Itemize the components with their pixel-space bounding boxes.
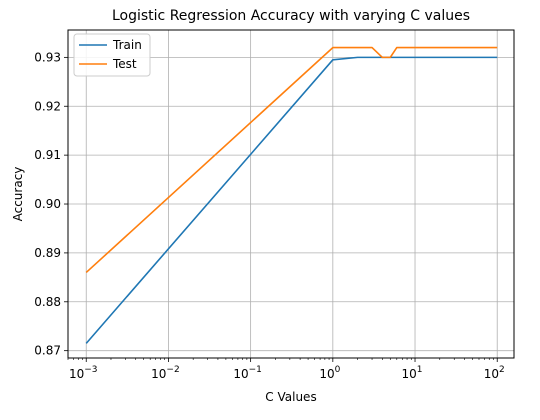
- y-tick-label: 0.90: [34, 197, 61, 211]
- y-tick-label: 0.92: [34, 99, 61, 113]
- y-tick-label: 0.88: [34, 295, 61, 309]
- y-tick-label: 0.89: [34, 246, 61, 260]
- y-axis-label: Accuracy: [11, 167, 25, 222]
- legend-label-train: Train: [112, 38, 142, 52]
- x-axis-label: C Values: [265, 390, 316, 404]
- chart-title: Logistic Regression Accuracy with varyin…: [112, 8, 470, 24]
- legend: Train Test: [73, 33, 151, 77]
- legend-label-test: Test: [112, 57, 137, 71]
- y-tick-label: 0.91: [34, 148, 61, 162]
- plot-frame: [67, 29, 515, 359]
- y-tick-label: 0.93: [34, 50, 61, 64]
- series-lines: [85, 46, 498, 344]
- series-line-test: [85, 46, 498, 274]
- grid: [68, 30, 514, 358]
- y-tick-label: 0.87: [34, 344, 61, 358]
